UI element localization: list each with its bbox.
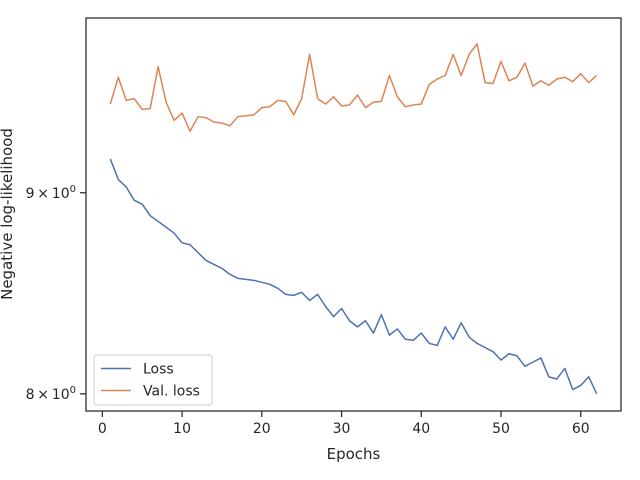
- plot-frame: [85, 17, 622, 412]
- y-axis-label: Negative log-likelihood: [0, 128, 16, 300]
- y-tick-label: 8 × 100: [26, 385, 76, 403]
- y-tick-label: 9 × 100: [26, 184, 76, 202]
- legend-label-val-loss: Val. loss: [143, 384, 200, 400]
- legend-label-loss: Loss: [143, 362, 174, 378]
- x-tick-label: 20: [253, 421, 271, 437]
- series-line-loss: [109, 158, 598, 395]
- x-tick-label: 10: [173, 421, 191, 437]
- x-tick-label: 50: [492, 421, 510, 437]
- x-tick-label: 40: [412, 421, 430, 437]
- x-tick-label: 60: [572, 421, 590, 437]
- legend: Loss Val. loss: [93, 354, 213, 406]
- y-axis-ticks: 9 × 100 8 × 100: [26, 184, 86, 403]
- x-tick-label: 0: [98, 421, 107, 437]
- legend-box: [93, 354, 213, 406]
- series-line-val-loss: [109, 43, 598, 133]
- x-tick-label: 30: [333, 421, 351, 437]
- x-axis-ticks: 0 10 20 30 40 50 60: [98, 411, 590, 437]
- x-axis-label: Epochs: [327, 445, 381, 463]
- series-layer: [109, 43, 598, 395]
